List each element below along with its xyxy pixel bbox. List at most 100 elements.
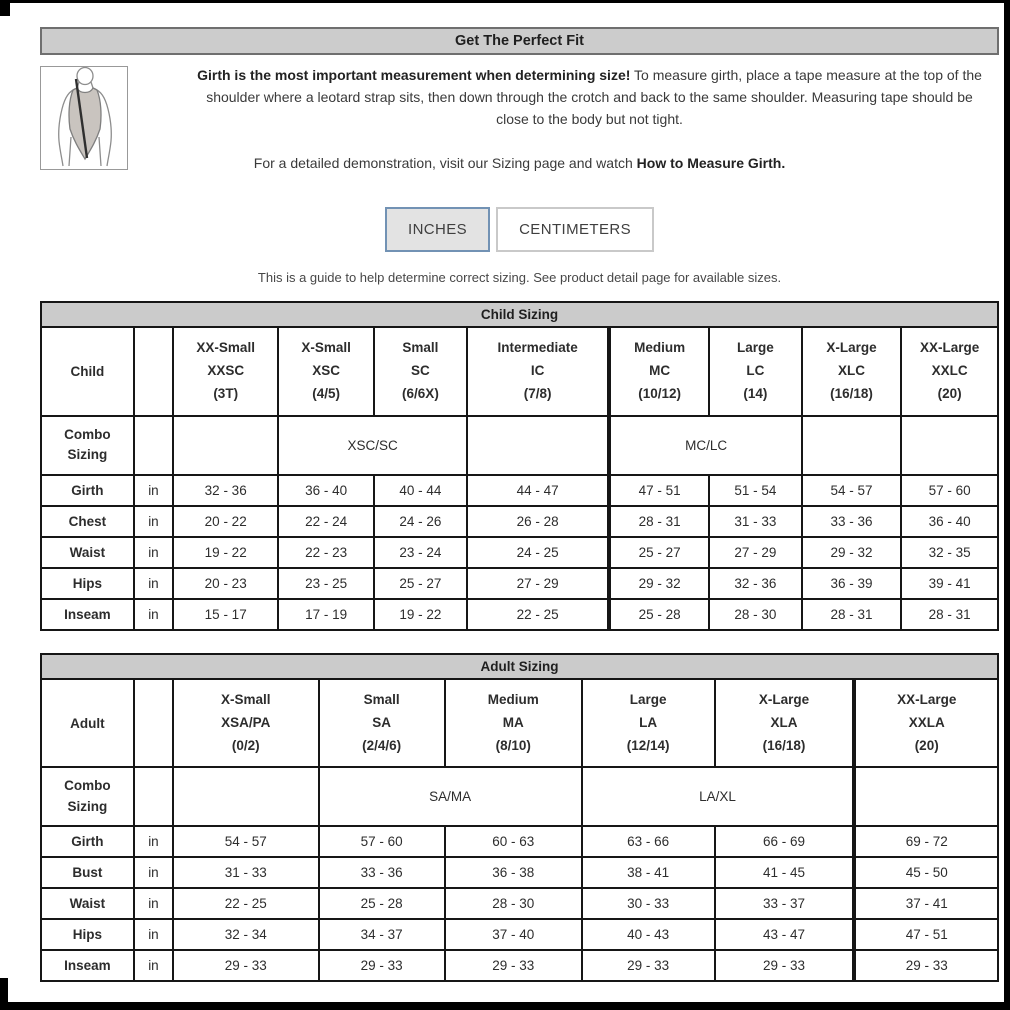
- measurement-value: 25 - 27: [373, 566, 468, 600]
- size-column-header-line: Medium: [487, 691, 539, 707]
- measurement-value: 40 - 44: [373, 473, 468, 507]
- measurement-row-hips: Hips in 20 - 23 23 - 25 25 - 27 27 - 29 29 - 3…: [40, 566, 999, 600]
- unit-cell: in: [132, 824, 175, 858]
- measurement-value: 27 - 29: [707, 535, 803, 569]
- measurement-value: 15 - 17: [172, 597, 280, 631]
- unit-cell: in: [132, 948, 175, 982]
- measurement-label: Inseam: [40, 597, 135, 631]
- size-guide-page: Get The Perfect Fit Girth is the most im…: [0, 3, 1004, 1002]
- size-column-header: Large LC (14): [707, 326, 803, 418]
- combo-sizing-row: Combo Sizing XSC/SC MC/LC: [40, 415, 999, 476]
- measurement-value: 45 - 50: [852, 855, 999, 889]
- size-column-header-line: Intermediate: [497, 340, 578, 356]
- measurement-value: 27 - 29: [465, 566, 611, 600]
- size-column-header-line: XX-Small: [196, 340, 255, 356]
- measurement-value: 40 - 43: [580, 917, 716, 951]
- intro-section: Girth is the most important measurement …: [40, 64, 999, 171]
- measurement-value: 33 - 36: [800, 504, 903, 538]
- demo-instructions-link-title: How to Measure Girth.: [636, 155, 786, 172]
- measurement-value: 32 - 36: [172, 473, 280, 507]
- measurement-value: 29 - 32: [800, 535, 903, 569]
- measurement-label: Girth: [40, 473, 135, 507]
- measurement-value: 26 - 28: [465, 504, 611, 538]
- size-column-header-line: XLA: [770, 714, 798, 730]
- measurement-value: 30 - 33: [580, 886, 716, 920]
- measurement-value: 37 - 41: [852, 886, 999, 920]
- measurement-value: 36 - 38: [443, 855, 583, 889]
- measurement-value: 24 - 26: [373, 504, 468, 538]
- girth-instructions-lead: Girth is the most important measurement …: [197, 67, 631, 83]
- combo-row-label: Combo Sizing: [40, 415, 135, 476]
- size-column-header: X-Small XSC (4/5): [277, 326, 376, 418]
- size-column-header-line: (6/6X): [402, 386, 439, 402]
- measurement-row-waist: Waist in 22 - 25 25 - 28 28 - 30 30 - 33 33 - …: [40, 886, 999, 920]
- measurement-value: 44 - 47: [465, 473, 611, 507]
- centimeters-button[interactable]: CENTIMETERS: [496, 207, 654, 253]
- size-column-header-line: (0/2): [231, 737, 260, 753]
- size-column-header-line: XXLC: [931, 363, 968, 379]
- size-column-header-line: (10/12): [638, 386, 682, 402]
- measurement-value: 28 - 30: [707, 597, 803, 631]
- size-column-header: Medium MC (10/12): [607, 326, 710, 418]
- measurement-label: Chest: [40, 504, 135, 538]
- size-column-header-line: MA: [502, 714, 524, 730]
- combo-size-cell: [852, 766, 999, 827]
- size-column-header-line: (14): [743, 386, 768, 402]
- combo-sizing-row: Combo Sizing SA/MA LA/XL: [40, 766, 999, 827]
- measurement-value: 36 - 40: [277, 473, 376, 507]
- table-title-row: Child Sizing: [40, 301, 999, 329]
- size-column-header-line: XLC: [838, 363, 866, 379]
- measurement-value: 20 - 22: [172, 504, 280, 538]
- size-column-header-line: (20): [914, 737, 939, 753]
- size-column-header-line: Small: [402, 340, 439, 356]
- measurement-value: 28 - 31: [607, 504, 710, 538]
- measurement-value: 54 - 57: [172, 824, 320, 858]
- measurement-value: 57 - 60: [317, 824, 446, 858]
- measurement-value: 28 - 31: [900, 597, 999, 631]
- screen-edge-artifact: [0, 978, 8, 1002]
- size-column-header-line: Large: [629, 691, 667, 707]
- size-column-header: XX-Large XXLA (20): [852, 677, 999, 769]
- combo-row-label: Combo Sizing: [40, 766, 135, 827]
- measurement-value: 66 - 69: [713, 824, 856, 858]
- measurement-value: 32 - 34: [172, 917, 320, 951]
- size-column-header-line: Large: [736, 340, 774, 356]
- unit-cell: in: [132, 917, 175, 951]
- size-column-header: X-Large XLA (16/18): [713, 677, 856, 769]
- unit-cell: in: [132, 566, 175, 600]
- measurement-value: 22 - 24: [277, 504, 376, 538]
- size-column-header-line: XXSC: [207, 363, 245, 379]
- measurement-value: 34 - 37: [317, 917, 446, 951]
- size-column-header: XX-Large XXLC (20): [900, 326, 999, 418]
- inches-button[interactable]: INCHES: [385, 207, 491, 253]
- measurement-value: 29 - 33: [852, 948, 999, 982]
- combo-size-cell: [900, 415, 999, 476]
- size-column-header-line: X-Small: [221, 691, 271, 707]
- row-group-label: Adult: [40, 677, 135, 769]
- measurement-value: 25 - 28: [317, 886, 446, 920]
- measurement-value: 37 - 40: [443, 917, 583, 951]
- unit-cell: in: [132, 473, 175, 507]
- size-column-header-line: X-Small: [301, 340, 351, 356]
- girth-measurement-illustration: [40, 66, 128, 170]
- measurement-value: 60 - 63: [443, 824, 583, 858]
- table-title-row: Adult Sizing: [40, 652, 999, 680]
- size-column-header-line: Small: [363, 691, 400, 707]
- size-column-header: Intermediate IC (7/8): [465, 326, 611, 418]
- leotard-shape: [68, 87, 102, 161]
- measurement-label: Bust: [40, 855, 135, 889]
- measurement-value: 19 - 22: [373, 597, 468, 631]
- unit-toggle: INCHES CENTIMETERS: [40, 207, 999, 253]
- measurement-row-girth: Girth in 32 - 36 36 - 40 40 - 44 44 - 47 47 - …: [40, 473, 999, 507]
- size-column-header-line: (16/18): [830, 386, 873, 402]
- measurement-value: 29 - 33: [317, 948, 446, 982]
- measurement-value: 47 - 51: [852, 917, 999, 951]
- measurement-value: 29 - 32: [607, 566, 710, 600]
- measurement-value: 38 - 41: [580, 855, 716, 889]
- measurement-value: 39 - 41: [900, 566, 999, 600]
- measurement-value: 22 - 25: [172, 886, 320, 920]
- size-column-header-line: XSA/PA: [221, 714, 271, 730]
- measurement-value: 19 - 22: [172, 535, 280, 569]
- size-column-header-line: SA: [372, 714, 392, 730]
- combo-size-cell: [465, 415, 611, 476]
